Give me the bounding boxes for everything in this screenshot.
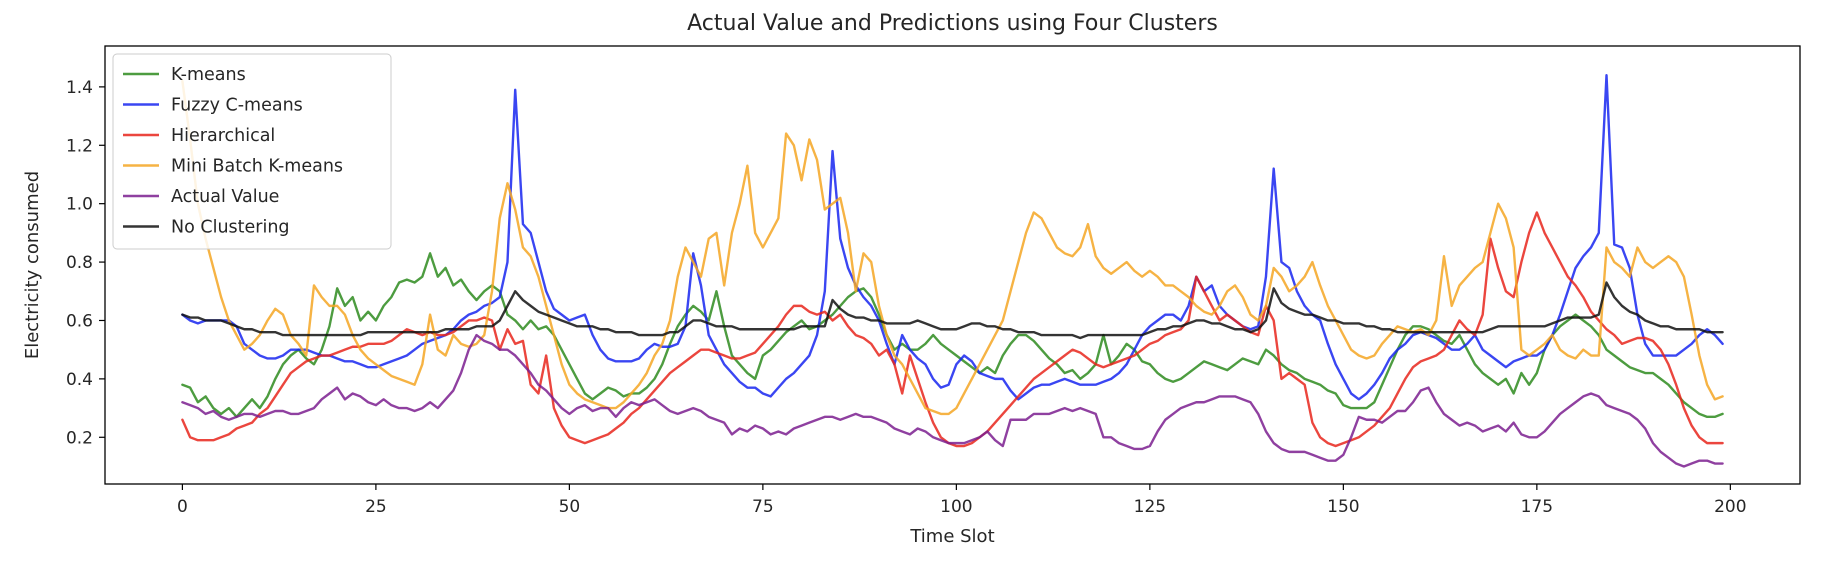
x-tick-label: 125 <box>1134 497 1166 517</box>
y-tick-label: 1.4 <box>66 78 93 98</box>
plot-frame <box>104 45 1801 485</box>
y-tick-label: 0.6 <box>66 311 93 331</box>
y-tick-label: 0.2 <box>66 428 93 448</box>
plot-area <box>181 74 1724 468</box>
x-axis-label: Time Slot <box>909 526 994 547</box>
y-tick-label: 0.8 <box>66 253 93 273</box>
series-line-no-clustering <box>181 281 1724 340</box>
legend-label: Hierarchical <box>171 126 275 146</box>
legend-box <box>112 53 392 250</box>
x-tick-label: 100 <box>940 497 972 517</box>
x-tick-label: 150 <box>1327 497 1359 517</box>
y-axis-label: Electricity consumed <box>22 171 43 359</box>
chart-title: Actual Value and Predictions using Four … <box>687 11 1218 36</box>
x-axis: 0 25 50 75 100 125 150 175 200 <box>177 484 1747 517</box>
x-tick-label: 50 <box>559 497 581 517</box>
legend-label: No Clustering <box>171 218 290 238</box>
series-line-mini-batch-k-means <box>181 79 1724 416</box>
legend-label: Mini Batch K-means <box>171 157 343 177</box>
x-tick-label: 175 <box>1521 497 1553 517</box>
series-line-fuzzy-c-means <box>181 74 1724 401</box>
x-tick-label: 75 <box>752 497 774 517</box>
series-line-actual-value <box>181 333 1724 468</box>
y-tick-label: 1.2 <box>66 136 93 156</box>
y-axis: 0.2 0.4 0.6 0.8 1.0 1.2 1.4 <box>66 78 105 448</box>
x-tick-label: 25 <box>365 497 387 517</box>
x-tick-label: 0 <box>177 497 188 517</box>
x-tick-label: 200 <box>1714 497 1746 517</box>
series-line-hierarchical <box>181 211 1724 448</box>
series-line-k-means <box>181 252 1724 419</box>
legend-label: Actual Value <box>171 187 279 207</box>
legend-label: Fuzzy C-means <box>171 96 303 116</box>
y-tick-label: 0.4 <box>66 370 93 390</box>
legend: K-means Fuzzy C-means Hierarchical Mini Bat… <box>112 53 392 250</box>
y-tick-label: 1.0 <box>66 195 93 215</box>
legend-label: K-means <box>171 65 246 85</box>
